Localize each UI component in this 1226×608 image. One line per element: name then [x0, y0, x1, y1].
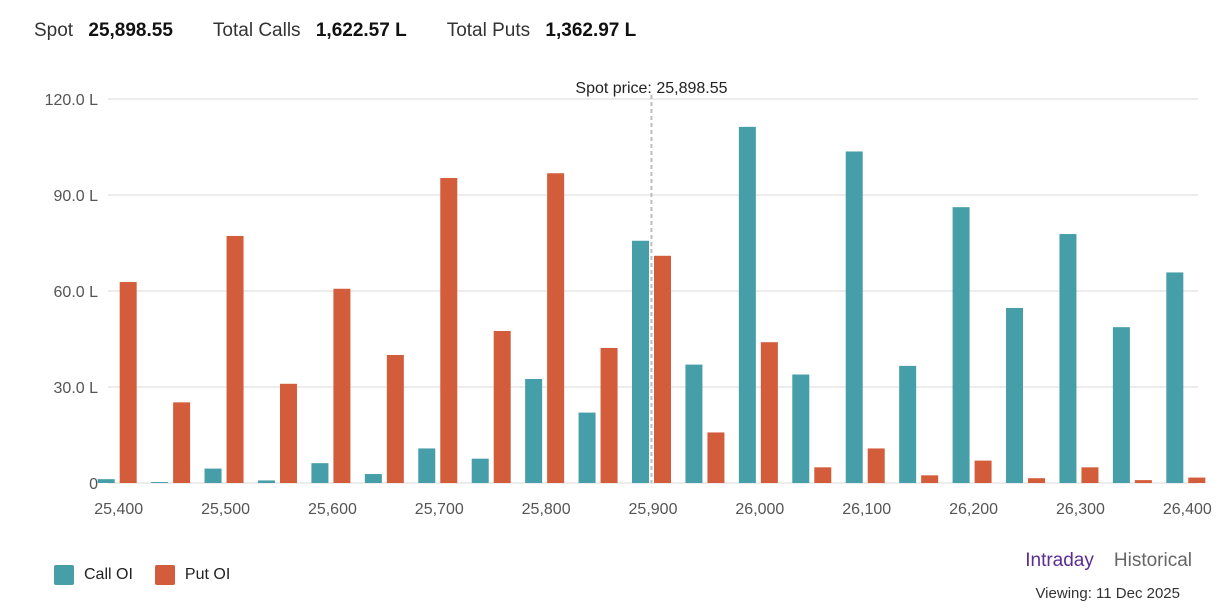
- bar-call-oi: [685, 364, 703, 483]
- bar-put-oi: [173, 402, 191, 483]
- bar-call-oi: [738, 126, 756, 483]
- bar-put-oi: [386, 355, 404, 483]
- bar-put-oi: [707, 432, 725, 483]
- total-puts-value: 1,362.97 L: [545, 20, 637, 41]
- chart-legend: Call OI Put OI: [54, 565, 252, 585]
- bar-call-oi: [257, 480, 275, 483]
- x-tick-label: 26,300: [1056, 501, 1105, 518]
- total-calls-value: 1,622.57 L: [315, 20, 407, 41]
- legend-label-put: Put OI: [184, 566, 231, 583]
- x-tick-label: 26,000: [735, 501, 784, 518]
- bar-put-oi: [1188, 477, 1206, 483]
- bar-call-oi: [471, 458, 489, 483]
- bar-call-oi: [1112, 327, 1130, 483]
- y-tick-label: 120.0 L: [45, 92, 98, 109]
- bar-put-oi: [1028, 478, 1046, 483]
- x-tick-label: 25,900: [629, 501, 678, 518]
- total-calls-label: Total Calls: [212, 20, 301, 41]
- y-tick-label: 60.0 L: [54, 284, 99, 301]
- bar-call-oi: [578, 412, 596, 483]
- bar-call-oi: [311, 463, 329, 483]
- bar-call-oi: [418, 448, 436, 483]
- oi-bar-chart: 0 30.0 L 60.0 L 90.0 L 120.0 L 25,400 25,500 25…: [45, 80, 1212, 518]
- spot-summary: Spot 25,898.55: [34, 20, 173, 42]
- x-tick-label: 25,500: [201, 501, 250, 518]
- x-tick-label: 26,200: [949, 501, 998, 518]
- bar-put-oi: [1081, 467, 1099, 483]
- bar-call-oi: [792, 374, 810, 483]
- legend-swatch-put: [154, 565, 175, 585]
- bar-put-oi: [493, 331, 511, 483]
- bar-call-oi: [1059, 234, 1077, 483]
- legend-item-call[interactable]: Call OI: [54, 565, 133, 585]
- y-tick-label: 30.0 L: [54, 380, 99, 397]
- historical-tab[interactable]: Historical: [1113, 550, 1192, 571]
- total-calls-summary: Total Calls 1,622.57 L: [213, 20, 407, 42]
- bar-put-oi: [119, 282, 137, 483]
- x-tick-label: 25,600: [308, 501, 357, 518]
- bar-call-oi: [364, 474, 382, 483]
- bar-put-oi: [279, 383, 297, 483]
- bar-put-oi: [760, 342, 778, 483]
- bar-put-oi: [440, 178, 458, 484]
- bar-put-oi: [1134, 480, 1152, 483]
- x-tick-label: 25,800: [522, 501, 571, 518]
- bar-call-oi: [899, 365, 917, 483]
- total-puts-label: Total Puts: [446, 20, 531, 41]
- spot-value: 25,898.55: [88, 20, 173, 41]
- bar-put-oi: [226, 235, 244, 483]
- bar-call-oi: [845, 151, 863, 484]
- bar-call-oi: [1166, 272, 1184, 483]
- view-toggle: Intraday Historical: [1005, 550, 1192, 572]
- y-tick-label: 90.0 L: [54, 188, 99, 205]
- x-tick-label: 25,700: [415, 501, 464, 518]
- legend-label-call: Call OI: [84, 566, 133, 583]
- bar-put-oi: [654, 255, 671, 483]
- total-puts-summary: Total Puts 1,362.97 L: [447, 20, 637, 42]
- spot-label: Spot: [34, 20, 74, 41]
- legend-item-put[interactable]: Put OI: [154, 565, 231, 585]
- bar-put-oi: [814, 467, 832, 483]
- legend-swatch-call: [54, 565, 74, 585]
- bar-call-oi: [1006, 307, 1024, 483]
- bar-call-oi: [632, 240, 649, 483]
- bar-put-oi: [547, 173, 565, 484]
- bar-call-oi: [204, 468, 222, 483]
- bar-call-oi: [97, 479, 115, 483]
- spot-price-label: Spot price: 25,898.55: [575, 80, 727, 97]
- summary-bar: Spot 25,898.55 Total Calls 1,622.57 L To…: [34, 20, 676, 42]
- viewing-date: Viewing: 11 Dec 2025: [1035, 585, 1180, 602]
- x-tick-label: 26,400: [1163, 501, 1212, 518]
- x-tick-label: 26,100: [842, 501, 891, 518]
- bar-put-oi: [974, 460, 992, 483]
- intraday-tab[interactable]: Intraday: [1025, 550, 1094, 571]
- bar-call-oi: [151, 482, 169, 483]
- bar-put-oi: [600, 347, 618, 483]
- y-tick-label: 0: [89, 476, 98, 493]
- bar-call-oi: [525, 379, 543, 483]
- bar-put-oi: [921, 475, 939, 483]
- bar-call-oi: [952, 207, 970, 483]
- bar-put-oi: [333, 288, 351, 483]
- x-tick-label: 25,400: [94, 501, 143, 518]
- bar-put-oi: [867, 448, 885, 483]
